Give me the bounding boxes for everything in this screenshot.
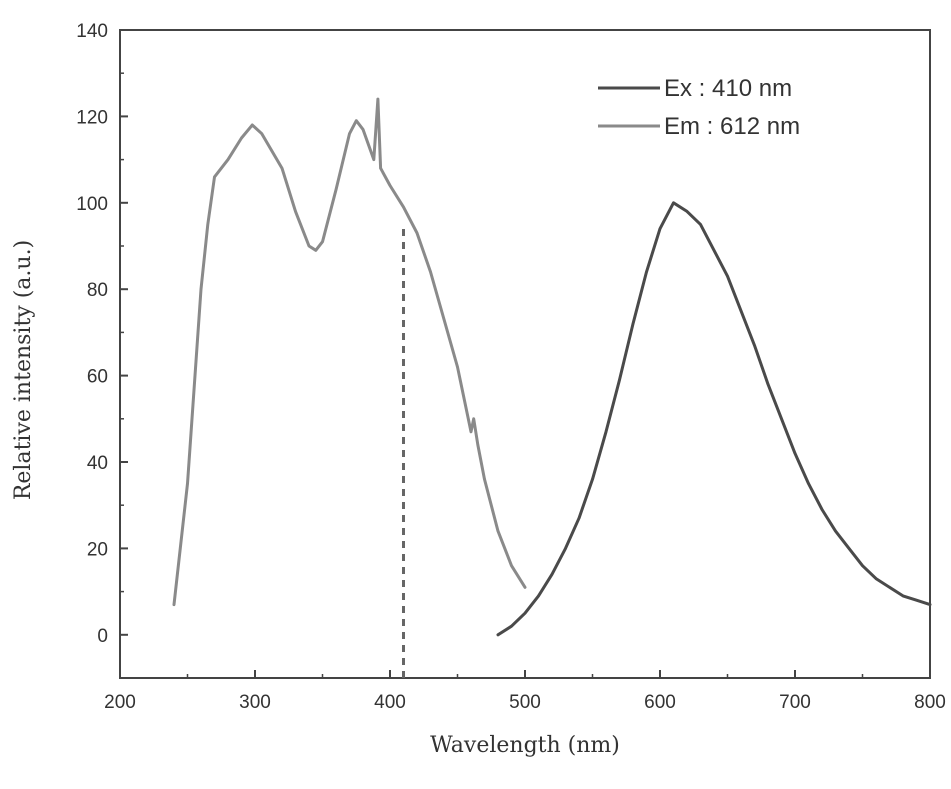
x-tick-label: 400 <box>374 692 406 713</box>
data-point-em <box>442 318 446 321</box>
data-point-em <box>376 97 380 101</box>
data-point-ex <box>523 612 527 615</box>
data-point-em <box>172 603 176 606</box>
data-point-em <box>388 184 392 187</box>
data-point-ex <box>699 223 702 226</box>
y-tick-label: 40 <box>87 453 108 474</box>
data-point-ex <box>645 270 648 274</box>
series-line-ex <box>496 201 932 637</box>
data-point-ex <box>658 227 662 230</box>
data-point-em <box>361 128 365 131</box>
data-point-ex <box>672 201 675 204</box>
data-point-em <box>379 167 382 170</box>
data-point-em <box>496 529 500 533</box>
data-point-ex <box>739 309 743 312</box>
x-tick-label: 800 <box>914 692 946 713</box>
x-tick-label: 700 <box>779 692 811 713</box>
x-tick-label: 600 <box>644 692 676 713</box>
y-tick-label: 60 <box>87 367 108 388</box>
data-point-em <box>429 270 432 274</box>
y-tick-label: 120 <box>76 107 108 128</box>
data-point-ex <box>496 633 500 636</box>
y-tick-label: 20 <box>87 539 108 560</box>
data-point-ex <box>712 249 716 252</box>
data-point-em <box>206 223 209 226</box>
x-axis-ticks: 200 300 400 500 600 700 800 <box>104 670 946 713</box>
data-point-em <box>260 132 263 135</box>
data-point-ex <box>901 594 905 598</box>
data-point-em <box>213 175 216 179</box>
data-point-ex <box>888 586 891 589</box>
y-tick-label: 0 <box>97 626 108 647</box>
legend-label-ex: Ex : 410 nm <box>664 75 792 102</box>
data-point-em <box>483 478 486 481</box>
data-point-ex <box>564 547 567 550</box>
series-group <box>172 97 932 637</box>
data-point-em <box>402 205 405 209</box>
data-point-em <box>456 365 459 369</box>
data-point-ex <box>766 383 770 386</box>
data-point-ex <box>685 210 689 213</box>
plot-frame <box>119 29 931 679</box>
data-point-em <box>321 240 324 243</box>
data-point-ex <box>618 378 621 382</box>
data-point-em <box>469 430 473 433</box>
data-point-em <box>294 210 297 213</box>
data-point-ex <box>577 516 581 520</box>
data-point-em <box>355 119 358 122</box>
data-point-ex <box>537 594 540 598</box>
data-point-em <box>226 158 230 161</box>
data-point-ex <box>793 452 797 455</box>
series-line-em <box>172 97 527 607</box>
y-tick-label: 100 <box>76 194 108 215</box>
data-point-ex <box>874 577 878 580</box>
data-point-em <box>523 586 527 589</box>
x-axis-title: Wavelength (nm) <box>430 733 620 758</box>
data-point-em <box>348 132 351 135</box>
data-point-ex <box>834 529 837 533</box>
data-point-ex <box>550 573 554 576</box>
data-point-em <box>372 158 375 161</box>
data-point-ex <box>847 547 851 550</box>
data-point-em <box>510 564 513 567</box>
data-point-em <box>334 188 338 192</box>
y-tick-label: 80 <box>87 280 108 301</box>
y-axis-ticks: 0 20 40 60 80 100 120 140 <box>76 21 128 647</box>
data-point-em <box>307 244 311 248</box>
data-point-em <box>199 288 203 291</box>
y-axis-title: Relative intensity (a.u.) <box>11 240 36 500</box>
data-point-ex <box>861 564 864 567</box>
data-point-ex <box>928 603 932 606</box>
data-point-em <box>476 443 479 446</box>
data-point-ex <box>780 417 783 420</box>
data-point-ex <box>510 624 513 628</box>
data-point-em <box>186 482 189 485</box>
data-point-ex <box>807 482 810 485</box>
data-point-ex <box>820 508 824 511</box>
data-point-em <box>415 231 419 235</box>
data-point-ex <box>631 322 635 325</box>
data-point-ex <box>915 599 918 602</box>
x-tick-label: 200 <box>104 692 136 713</box>
x-tick-label: 300 <box>239 692 271 713</box>
data-point-em <box>280 167 284 170</box>
x-tick-label: 500 <box>509 692 541 713</box>
legend-label-em: Em : 612 nm <box>664 113 800 140</box>
data-point-ex <box>591 478 594 481</box>
y-tick-label: 140 <box>76 21 108 42</box>
data-point-em <box>314 249 317 252</box>
data-point-ex <box>726 275 729 278</box>
data-point-ex <box>604 430 608 433</box>
data-point-em <box>240 136 243 140</box>
legend: Ex : 410 nm Em : 612 nm <box>598 75 800 140</box>
data-point-em <box>472 417 475 420</box>
data-point-em <box>251 123 254 127</box>
data-point-ex <box>753 344 756 347</box>
